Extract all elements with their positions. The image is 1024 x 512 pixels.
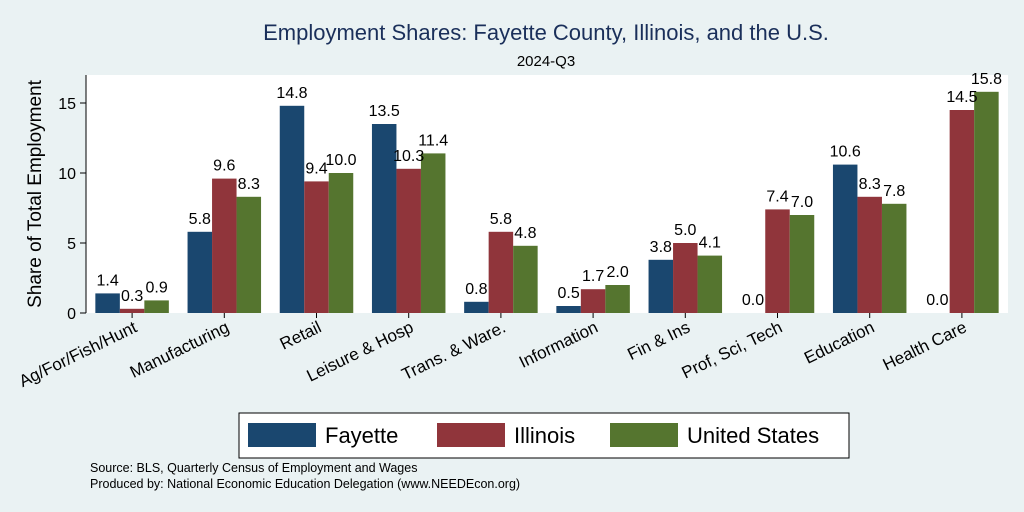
category-label-fin-ins: Fin & Ins [624,318,693,364]
legend-label-united-states: United States [687,423,819,448]
data-label-fayette-ag-for-fish-hunt: 1.4 [96,272,118,289]
y-axis-label: Share of Total Employment [25,79,46,307]
y-tick-label: 15 [58,96,76,113]
data-label-illinois-education: 8.3 [859,176,881,193]
bar-illinois-trans-ware [488,231,514,313]
data-label-illinois-manufacturing: 9.6 [213,158,235,175]
legend-swatch-illinois [437,423,505,447]
bar-united-states-health-care [974,91,999,313]
data-label-united-states-ag-for-fish-hunt: 0.9 [145,279,167,296]
data-label-illinois-trans-ware: 5.8 [490,211,512,228]
category-label-manufacturing: Manufacturing [127,318,232,382]
data-label-illinois-information: 1.7 [582,268,604,285]
bar-fayette-leisure-hosp [371,124,397,313]
data-labels: 1.40.3 0.95.89.68.314.89.410.013.510.311.… [96,71,1002,309]
data-label-united-states-manufacturing: 8.3 [238,176,260,193]
legend-swatch-united-states [610,423,678,447]
data-label-fayette-trans-ware: 0.8 [465,281,487,298]
data-label-fayette-leisure-hosp: 13.5 [369,103,400,120]
bar-illinois-ag-for-fish-hunt [119,308,145,313]
data-label-united-states-fin-ins: 4.1 [699,235,721,252]
y-tick-label: 0 [67,306,76,323]
data-label-illinois-health-care: 14.5 [946,89,977,106]
bar-illinois-manufacturing [212,178,237,313]
bar-united-states-retail [328,173,354,313]
y-tick-label: 5 [67,236,76,253]
bar-illinois-fin-ins [673,243,698,313]
category-label-ag-for-fish-hunt: Ag/For/Fish/Hunt [16,317,140,391]
data-label-fayette-health-care: 0.0 [926,292,948,309]
source-note: Source: BLS, Quarterly Census of Employm… [90,461,417,475]
data-label-fayette-education: 10.6 [830,144,861,161]
bar-fayette-fin-ins [648,259,674,313]
data-label-united-states-information: 2.0 [606,264,628,281]
bar-united-states-fin-ins [697,255,723,313]
bar-united-states-information [605,285,630,313]
category-label-trans-ware: Trans. & Ware. [399,318,509,385]
bar-united-states-trans-ware [513,245,538,313]
bar-fayette-retail [279,105,305,313]
data-label-fayette-retail: 14.8 [276,85,307,102]
bar-united-states-leisure-hosp [420,153,446,313]
bar-united-states-prof-sci-tech [789,215,815,313]
data-label-fayette-prof-sci-tech: 0.0 [742,292,764,309]
bar-illinois-education [857,196,882,313]
bar-illinois-information [580,289,606,313]
bar-united-states-ag-for-fish-hunt [144,300,169,313]
data-label-fayette-fin-ins: 3.8 [650,239,672,256]
bar-fayette-trans-ware [464,301,489,313]
data-label-illinois-fin-ins: 5.0 [674,222,696,239]
bar-fayette-ag-for-fish-hunt [95,293,120,313]
data-label-united-states-health-care: 15.8 [971,71,1002,88]
data-label-united-states-prof-sci-tech: 7.0 [791,194,813,211]
data-label-illinois-ag-for-fish-hunt: 0.3 [121,288,143,305]
legend: Fayette Illinois United States [238,412,850,459]
bar-illinois-health-care [949,110,975,313]
legend-label-illinois: Illinois [514,423,575,448]
y-tick-label: 10 [58,166,76,183]
bar-united-states-education [881,203,907,313]
legend-swatch-fayette [248,423,316,447]
category-label-health-care: Health Care [880,318,970,375]
category-label-education: Education [801,318,877,368]
chart-subtitle: 2024-Q3 [517,53,575,70]
bar-fayette-education [832,164,858,313]
data-label-fayette-information: 0.5 [557,285,579,302]
bar-illinois-leisure-hosp [396,168,421,313]
bar-united-states-manufacturing [236,196,262,313]
data-label-fayette-manufacturing: 5.8 [189,211,211,228]
category-label-prof-sci-tech: Prof, Sci, Tech [679,318,786,383]
bar-fayette-information [556,306,581,313]
data-label-united-states-retail: 10.0 [325,152,356,169]
legend-label-fayette: Fayette [325,423,398,448]
bars [95,91,999,313]
bar-illinois-prof-sci-tech [765,209,790,313]
chart-title: Employment Shares: Fayette County, Illin… [263,20,829,45]
data-label-illinois-prof-sci-tech: 7.4 [766,188,788,205]
data-label-illinois-leisure-hosp: 10.3 [393,148,424,165]
data-label-united-states-education: 7.8 [883,183,905,200]
bar-illinois-retail [304,181,329,313]
data-label-illinois-retail: 9.4 [305,160,327,177]
produced-by-note: Produced by: National Economic Education… [90,477,520,491]
data-label-united-states-leisure-hosp: 11.4 [418,132,448,149]
legend-box [238,412,850,459]
category-label-information: Information [516,318,601,372]
category-label-retail: Retail [277,318,324,354]
data-label-united-states-trans-ware: 4.8 [514,225,536,242]
y-ticks: 0 5 10 15 [58,96,86,323]
bar-fayette-manufacturing [187,231,213,313]
